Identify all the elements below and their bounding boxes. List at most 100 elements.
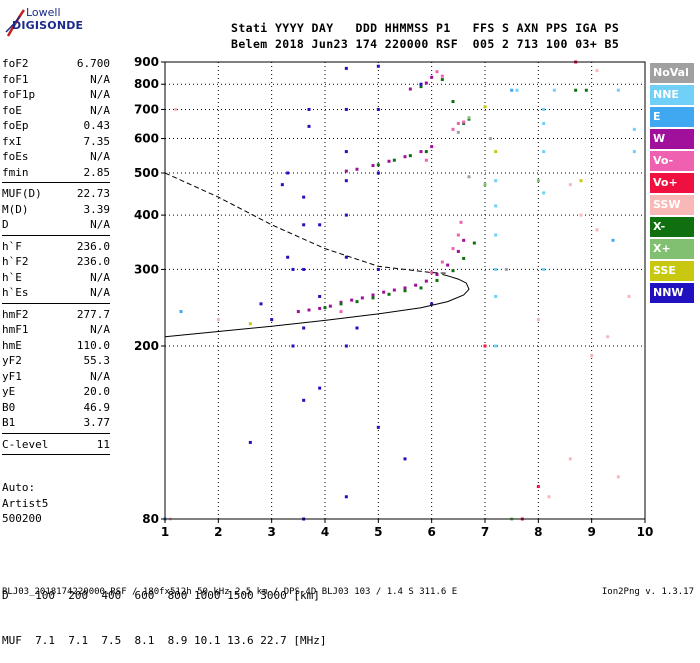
legend-item: NNW: [650, 283, 694, 303]
param-row: yE 20.0: [2, 384, 110, 400]
param-row: foF2 6.700: [2, 56, 110, 72]
echo-point: [344, 495, 348, 499]
echo-point: [376, 64, 380, 68]
echo-point: [632, 150, 636, 154]
param-row: h`F2 236.0: [2, 254, 110, 270]
echo-point: [371, 293, 375, 297]
echo-point: [424, 81, 428, 85]
echo-point: [419, 85, 423, 89]
param-name: foEs: [2, 150, 29, 163]
echo-point: [392, 288, 396, 292]
legend-item: Vo+: [650, 173, 694, 193]
echo-point: [382, 290, 386, 294]
param-name: yF1: [2, 369, 22, 383]
param-row: C-level 11: [2, 437, 110, 453]
param-name: foEp: [2, 119, 29, 132]
distance-row: D 100 200 400 600 800 1000 1500 3000 [km…: [2, 589, 320, 602]
param-row: foE N/A: [2, 103, 110, 119]
legend-item: Vo-: [650, 151, 694, 171]
echo-point: [350, 298, 354, 302]
echo-point: [414, 283, 418, 287]
param-name: fmin: [2, 165, 29, 179]
y-tick-label: 500: [134, 166, 159, 180]
param-name: hmE: [2, 338, 22, 352]
param-name: foF1p: [2, 88, 36, 101]
echo-point: [494, 204, 498, 208]
echo-point: [579, 213, 583, 217]
echo-point: [467, 116, 471, 120]
echo-point: [536, 318, 540, 322]
echo-point: [286, 255, 290, 259]
y-tick-label: 400: [134, 208, 159, 222]
y-tick-label: 700: [134, 102, 159, 116]
param-value: 11: [96, 437, 110, 451]
echo-point: [302, 195, 306, 199]
param-value: N/A: [90, 88, 110, 101]
echo-point: [494, 233, 498, 237]
echo-point: [446, 263, 450, 267]
echo-point: [515, 88, 519, 92]
echo-point: [504, 267, 508, 271]
echo-point: [627, 294, 631, 298]
x-tick-label: 1: [161, 525, 169, 539]
x-tick-label: 5: [374, 525, 382, 539]
echo-point: [568, 183, 572, 187]
echo-point: [403, 286, 407, 290]
echo-point: [344, 107, 348, 111]
logo-text-lowell: Lowell: [26, 6, 61, 19]
param-name: M(D): [2, 202, 29, 216]
echo-point: [318, 306, 322, 310]
logo-text-digisonde: DIGISONDE: [12, 19, 84, 32]
echo-point: [376, 171, 380, 175]
echo-point: [248, 440, 252, 444]
auto-program: Artist5: [2, 496, 49, 510]
param-name: B0: [2, 400, 16, 414]
echo-point: [302, 267, 306, 271]
echo-point: [344, 344, 348, 348]
y-tick-label: 300: [134, 262, 159, 276]
autoscaling-info: Auto: Artist5 500200: [2, 480, 48, 527]
logo-swoosh-icon: [5, 9, 26, 37]
param-value: 46.9: [83, 400, 111, 414]
param-value: N/A: [90, 323, 110, 336]
echo-point: [483, 344, 487, 348]
param-name: MUF(D): [2, 187, 42, 200]
param-name: foF1: [2, 72, 29, 86]
param-name: foF2: [2, 57, 29, 70]
x-tick-label: 9: [587, 525, 595, 539]
echo-point: [579, 179, 583, 183]
echo-point: [632, 127, 636, 131]
echo-point: [494, 344, 498, 348]
echo-point: [459, 220, 463, 224]
param-row: foF1p N/A: [2, 87, 110, 103]
param-name: yE: [2, 385, 16, 398]
param-value: 236.0: [76, 239, 110, 253]
echo-point: [542, 150, 546, 154]
profile-dashed: [164, 172, 448, 274]
echo-point: [536, 485, 540, 489]
echo-point: [296, 310, 300, 314]
echo-point: [371, 164, 375, 168]
param-value: 277.7: [76, 307, 110, 321]
param-name: h`F: [2, 239, 22, 253]
param-row: h`E N/A: [2, 270, 110, 286]
echo-point: [376, 107, 380, 111]
x-tick-label: 6: [427, 525, 435, 539]
x-tick-label: 10: [637, 525, 654, 539]
echo-point: [344, 150, 348, 154]
echo-point: [440, 78, 444, 82]
param-name: h`Es: [2, 286, 29, 299]
param-row: D N/A: [2, 217, 110, 233]
param-row: yF1 N/A: [2, 369, 110, 385]
y-tick-label: 800: [134, 77, 159, 91]
param-value: 7.35: [83, 134, 111, 148]
echo-point: [510, 88, 514, 92]
param-row: hmE 110.0: [2, 338, 110, 354]
x-tick-label: 8: [534, 525, 542, 539]
echo-point: [595, 69, 599, 73]
legend-item: NNE: [650, 85, 694, 105]
echo-point: [408, 154, 412, 158]
param-value: 22.73: [76, 187, 110, 200]
echo-point: [403, 457, 407, 461]
y-tick-label: 900: [134, 55, 159, 69]
